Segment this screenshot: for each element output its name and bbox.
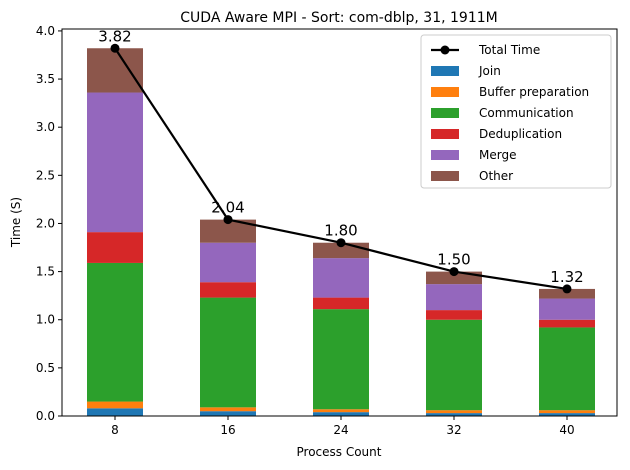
legend-label-deduplication: Deduplication xyxy=(479,127,562,141)
x-tick-label: 24 xyxy=(333,423,348,437)
bar-segment-deduplication-40 xyxy=(539,319,595,328)
total-time-marker-40 xyxy=(562,284,572,294)
y-tick-label: 2.5 xyxy=(36,168,55,182)
legend-swatch-merge xyxy=(431,150,459,160)
x-tick-label: 40 xyxy=(559,423,574,437)
bar-segment-communication-8 xyxy=(87,262,143,402)
y-tick-label: 0.0 xyxy=(36,409,55,423)
data-label-8: 3.82 xyxy=(98,27,131,45)
legend-swatch-join xyxy=(431,66,459,76)
total-time-marker-32 xyxy=(449,267,459,277)
axes-layer: 0.0 0.5 1.0 1.5 2.0 2.5 3.0 3.5 4.0 8 16 24 32 40 xyxy=(36,24,575,437)
legend-swatch-communication xyxy=(431,108,459,118)
x-tick-label: 32 xyxy=(446,423,461,437)
total-time-marker-8 xyxy=(110,43,120,53)
bar-segment-join-16 xyxy=(200,411,256,416)
plot-frame xyxy=(61,28,618,417)
bar-segment-communication-32 xyxy=(426,319,482,411)
bar-segment-merge-40 xyxy=(539,298,595,320)
legend: Total Time Join Buffer preparation Communic… xyxy=(420,34,612,189)
legend-label-join: Join xyxy=(478,64,501,78)
bar-segment-deduplication-24 xyxy=(313,297,369,310)
total-time-line-layer xyxy=(110,43,572,294)
data-labels-layer: 3.82 2.04 1.80 1.50 1.32 xyxy=(98,27,583,286)
chart-title: CUDA Aware MPI - Sort: com-dblp, 31, 191… xyxy=(180,10,497,26)
x-tick-label: 16 xyxy=(220,423,235,437)
bar-segment-merge-8 xyxy=(87,92,143,233)
bar-segment-join-24 xyxy=(313,412,369,416)
bar-segment-communication-24 xyxy=(313,309,369,410)
data-label-32: 1.50 xyxy=(437,251,470,269)
y-tick-label: 1.5 xyxy=(36,265,55,279)
bar-segment-join-40 xyxy=(539,413,595,416)
bar-segment-deduplication-16 xyxy=(200,282,256,298)
data-label-16: 2.04 xyxy=(211,199,244,217)
bar-segment-join-32 xyxy=(426,413,482,416)
legend-swatch-buffer-preparation xyxy=(431,87,459,97)
bar-segment-join-8 xyxy=(87,408,143,416)
legend-marker-total-time xyxy=(440,45,450,55)
x-tick-label: 8 xyxy=(111,423,119,437)
bar-segment-merge-16 xyxy=(200,242,256,283)
bar-segment-other-16 xyxy=(200,219,256,243)
bars-layer xyxy=(87,48,595,416)
legend-label-communication: Communication xyxy=(479,106,574,120)
bar-segment-buffer-preparation-32 xyxy=(426,410,482,414)
bar-segment-merge-24 xyxy=(313,258,369,298)
total-time-marker-16 xyxy=(223,215,233,225)
legend-swatch-deduplication xyxy=(431,129,459,139)
bar-segment-deduplication-32 xyxy=(426,310,482,320)
bar-segment-buffer-preparation-8 xyxy=(87,401,143,409)
bar-segment-other-8 xyxy=(87,48,143,93)
legend-swatch-other xyxy=(431,171,459,181)
bar-segment-other-40 xyxy=(539,288,595,299)
y-tick-label: 2.0 xyxy=(36,216,55,230)
total-time-marker-24 xyxy=(336,238,346,248)
y-axis-title: Time (S) xyxy=(9,197,23,248)
legend-label-other: Other xyxy=(479,169,513,183)
bar-segment-buffer-preparation-40 xyxy=(539,410,595,414)
legend-frame xyxy=(420,34,612,189)
data-label-24: 1.80 xyxy=(324,222,357,240)
y-tick-label: 1.0 xyxy=(36,313,55,327)
y-tick-label: 3.5 xyxy=(36,72,55,86)
y-tick-label: 0.5 xyxy=(36,361,55,375)
x-axis-title: Process Count xyxy=(297,445,382,459)
bar-segment-buffer-preparation-16 xyxy=(200,407,256,412)
bar-segment-communication-40 xyxy=(539,327,595,411)
bar-segment-deduplication-8 xyxy=(87,232,143,263)
y-tick-label: 3.0 xyxy=(36,120,55,134)
bar-segment-merge-32 xyxy=(426,284,482,311)
y-tick-label: 4.0 xyxy=(36,24,55,38)
legend-label-merge: Merge xyxy=(479,148,516,162)
bar-segment-communication-16 xyxy=(200,297,256,408)
legend-label-total-time: Total Time xyxy=(478,43,540,57)
data-label-40: 1.32 xyxy=(550,268,583,286)
bar-segment-buffer-preparation-24 xyxy=(313,409,369,413)
legend-label-buffer-preparation: Buffer preparation xyxy=(479,85,589,99)
